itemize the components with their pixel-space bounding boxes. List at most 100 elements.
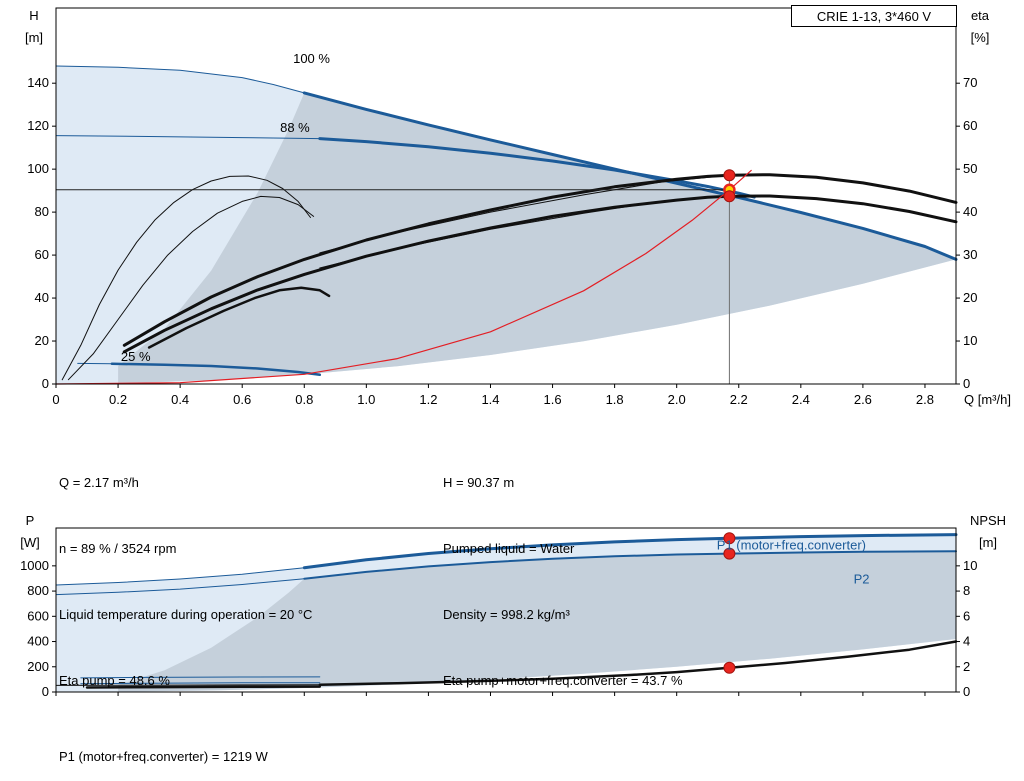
left-tick-label: 100 — [27, 161, 49, 176]
curve-p1-min-speed — [80, 676, 321, 679]
right-tick-label: 30 — [963, 247, 977, 262]
x-tick-label: 0.6 — [233, 392, 251, 407]
left-tick-label: 0 — [42, 376, 49, 391]
left-tick-label: 20 — [35, 333, 49, 348]
curve-p2-thin — [55, 578, 305, 596]
curve-p1-curve — [302, 533, 958, 570]
curve-speed-100-thin — [55, 65, 305, 94]
x-tick-label: 0.2 — [109, 392, 127, 407]
p1-point-marker — [723, 532, 736, 545]
left-tick-label: 120 — [27, 118, 49, 133]
left-tick-label: 600 — [27, 608, 49, 623]
right-tick-label: 0 — [963, 684, 970, 699]
label-p2: P2 — [854, 572, 870, 587]
x-tick-label: 2.6 — [854, 392, 872, 407]
readout-h: H = 90.37 m — [443, 475, 515, 490]
x-axis-title: Q [m³/h] — [964, 392, 1011, 407]
right-tick-label: 70 — [963, 75, 977, 90]
curve-p2-min-speed — [80, 682, 321, 685]
readout-eta-total: Eta pump+motor+freq.converter = 43.7 % — [443, 673, 683, 688]
right-axis-title: NPSH — [970, 513, 1006, 528]
x-tick-label: 2.0 — [668, 392, 686, 407]
curve-eta-pump-curve — [122, 173, 958, 347]
label-p1: P1 (motor+freq.converter) — [717, 537, 866, 552]
readout-eta-pump: Eta pump = 48.6 % — [59, 673, 170, 688]
readout-pumped-liquid: Pumped liquid = Water — [443, 541, 575, 556]
label-88-percent: 88 % — [280, 120, 310, 135]
x-tick-label: 1.8 — [606, 392, 624, 407]
plot-frame — [55, 7, 957, 385]
right-tick-label: 2 — [963, 659, 970, 674]
readout-p1: P1 (motor+freq.converter) = 1219 W — [59, 749, 268, 764]
region-envelope-dark — [118, 551, 957, 692]
qh-eta-chart: 0 0.2 0.4 0.6 0.8 1.0 1.2 1.4 1.6 1.8 2.0 2.2 2.4 2.6… — [25, 7, 1011, 407]
pump-model-label: CRIE 1-13, 3*460 V — [816, 8, 932, 24]
curve-npsh-thin — [55, 684, 321, 686]
power-npsh-chart: 0 200 400 600 800 1000 0 2 4 6 8 10 P1 (motor+freq.c… — [20, 513, 1006, 699]
eta-total-point-marker — [723, 190, 736, 203]
x-tick-label: 2.8 — [916, 392, 934, 407]
readout-q: Q = 2.17 m³/h — [59, 475, 139, 490]
readout-liquid-temperature: Liquid temperature during operation = 20… — [59, 607, 313, 622]
curve-p2-curve — [303, 550, 957, 580]
power-readouts: P1 (motor+freq.converter) = 1219 W P2 = … — [59, 702, 268, 781]
left-axis-title: H — [29, 8, 38, 23]
left-axis-title: P — [26, 513, 35, 528]
x-tick-label: 2.4 — [792, 392, 810, 407]
right-tick-label: 20 — [963, 290, 977, 305]
right-tick-label: 0 — [963, 376, 970, 391]
x-tick-label: 2.2 — [730, 392, 748, 407]
readout-density: Density = 998.2 kg/m³ — [443, 607, 570, 622]
curve-eta-thin-ctrl-2 — [319, 195, 730, 269]
right-tick-label: 8 — [963, 583, 970, 598]
curve-npsh-curve — [318, 640, 958, 686]
p2-point-marker — [723, 547, 736, 560]
plot-frame — [55, 527, 957, 693]
curve-p1-thin — [55, 567, 305, 586]
x-tick-label: 0.8 — [295, 392, 313, 407]
curve-speed-88-thin — [55, 135, 321, 140]
label-100-percent: 100 % — [293, 51, 330, 66]
region-envelope-dark — [118, 92, 957, 384]
left-tick-label: 200 — [27, 659, 49, 674]
curve-eta-thin-ctrl-1 — [319, 174, 730, 254]
curve-eta-total-curve — [122, 194, 958, 354]
x-tick-label: 1.0 — [357, 392, 375, 407]
curve-control-curve — [55, 169, 752, 385]
left-axis-unit: [W] — [20, 535, 40, 550]
right-axis-title: eta — [971, 8, 990, 23]
duty-readouts-left: Q = 2.17 m³/h n = 89 % / 3524 rpm Liquid… — [59, 428, 312, 736]
eta-pump-point-marker — [723, 169, 736, 182]
x-tick-label: 0.4 — [171, 392, 189, 407]
x-tick-label: 1.2 — [419, 392, 437, 407]
right-tick-label: 40 — [963, 204, 977, 219]
left-tick-label: 40 — [35, 290, 49, 305]
curve-npsh-min-speed — [85, 685, 322, 689]
left-tick-label: 80 — [35, 204, 49, 219]
right-tick-label: 6 — [963, 608, 970, 623]
pump-model-box: CRIE 1-13, 3*460 V — [791, 5, 957, 27]
right-tick-label: 50 — [963, 161, 977, 176]
x-tick-label: 1.6 — [544, 392, 562, 407]
right-tick-label: 60 — [963, 118, 977, 133]
curve-speed-25 — [110, 362, 322, 377]
left-tick-label: 140 — [27, 75, 49, 90]
curve-eta-arc-small — [147, 286, 331, 349]
left-tick-label: 60 — [35, 247, 49, 262]
label-25-percent: 25 % — [121, 349, 151, 364]
right-tick-label: 10 — [963, 558, 977, 573]
right-tick-label: 10 — [963, 333, 977, 348]
left-tick-label: 400 — [27, 634, 49, 649]
npsh-point-marker — [723, 661, 736, 674]
left-tick-label: 800 — [27, 583, 49, 598]
right-axis-unit: [%] — [971, 30, 990, 45]
x-tick-label: 1.4 — [481, 392, 499, 407]
left-axis-unit: [m] — [25, 30, 43, 45]
right-tick-label: 4 — [963, 634, 970, 649]
duty-readouts-right: H = 90.37 m Pumped liquid = Water Densit… — [443, 428, 683, 736]
x-tick-label: 0 — [52, 392, 59, 407]
left-tick-label: 0 — [42, 684, 49, 699]
curve-eta-arc-thin-2 — [67, 195, 315, 381]
left-tick-label: 1000 — [20, 558, 49, 573]
